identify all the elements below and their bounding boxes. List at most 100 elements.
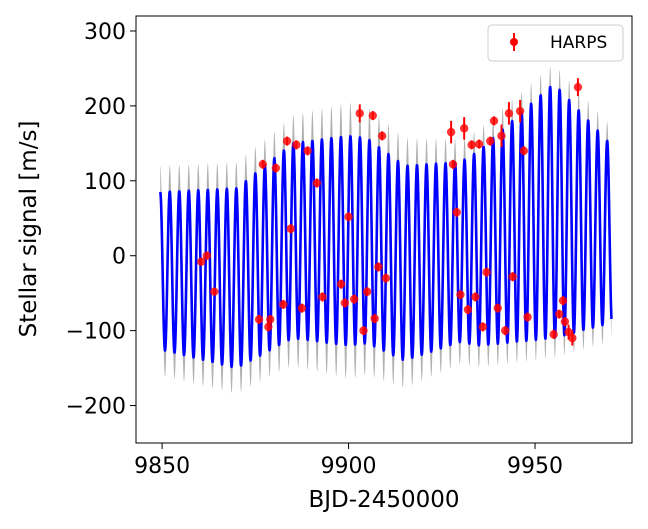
harps-point [448,159,458,169]
harps-point [504,102,514,125]
harps-point [486,136,495,146]
harps-point [210,287,219,296]
harps-point [292,140,301,150]
harps-marker [258,160,267,169]
harps-point [297,303,307,313]
harps-point [279,299,288,309]
harps-marker [493,303,502,313]
harps-marker [568,333,577,343]
harps-marker [282,136,292,146]
y-tick-label: 200 [84,95,126,120]
legend: HARPS [487,24,624,62]
harps-marker [519,146,529,156]
harps-points [197,78,583,346]
harps-point [340,298,350,308]
harps-point [271,163,281,173]
harps-point [497,124,506,148]
harps-point [515,99,525,123]
harps-point [349,294,359,304]
harps-point [312,178,322,188]
harps-marker [271,163,281,173]
legend-harps-marker [510,38,518,46]
harps-point [336,279,346,289]
harps-point [568,330,577,346]
harps-marker [446,127,456,137]
harps-marker [459,124,469,133]
harps-point [446,120,456,144]
harps-point [370,314,379,324]
harps-marker [363,287,372,296]
harps-point [560,317,570,327]
harps-marker [555,309,564,319]
harps-point [489,116,499,126]
harps-marker [264,322,273,332]
harps-marker [368,111,378,120]
y-tick-label: −200 [66,395,126,420]
harps-point [519,146,529,156]
harps-marker [564,327,573,337]
harps-point [266,314,275,324]
harps-point [303,146,312,156]
x-axis: 9850 9900 9950 [134,443,563,479]
harps-point [549,329,558,339]
harps-marker [467,140,476,150]
harps-marker [377,131,387,141]
harps-point [381,273,391,283]
harps-marker [489,116,499,126]
harps-marker [463,305,473,314]
y-tick-label: −100 [66,320,126,345]
harps-marker [197,257,206,266]
harps-point [467,140,476,150]
harps-point [474,139,484,149]
harps-marker [202,251,212,260]
harps-marker [210,287,219,296]
harps-point [258,159,267,169]
harps-point [456,290,465,300]
harps-marker [515,106,525,116]
y-tick-label: 300 [84,20,126,45]
harps-marker [279,300,288,309]
harps-marker [318,292,327,302]
harps-marker [486,136,495,146]
harps-point [573,78,583,97]
harps-marker [374,262,383,272]
x-axis-title: BJD-2450000 [308,487,459,513]
harps-point [359,326,368,336]
harps-marker [297,303,307,313]
legend-box [487,24,624,62]
harps-marker [303,146,312,156]
harps-marker [312,178,322,188]
harps-point [478,322,488,332]
harps-marker [523,312,532,322]
harps-marker [286,224,295,233]
harps-point [202,251,212,260]
harps-point [264,322,273,332]
harps-marker [344,212,353,221]
harps-point [501,326,510,336]
harps-point [508,272,517,282]
harps-marker [336,279,346,289]
harps-marker [558,296,568,305]
y-axis-title: Stellar signal [m/s] [16,121,42,338]
harps-point [355,104,364,123]
harps-point [482,267,491,277]
harps-marker [370,314,379,323]
harps-marker [381,273,391,283]
harps-marker [292,140,301,150]
harps-marker [349,294,359,304]
harps-point [254,314,264,324]
harps-point [463,305,473,315]
harps-point [471,292,480,302]
x-tick-label: 9900 [321,454,377,479]
harps-point [344,212,353,222]
harps-point [452,207,461,217]
harps-point [363,287,372,297]
harps-marker [456,290,465,299]
harps-marker [266,315,275,324]
harps-point [459,117,469,140]
harps-marker [560,317,570,326]
harps-point [493,303,502,313]
harps-marker [471,292,480,302]
harps-marker [340,298,350,308]
